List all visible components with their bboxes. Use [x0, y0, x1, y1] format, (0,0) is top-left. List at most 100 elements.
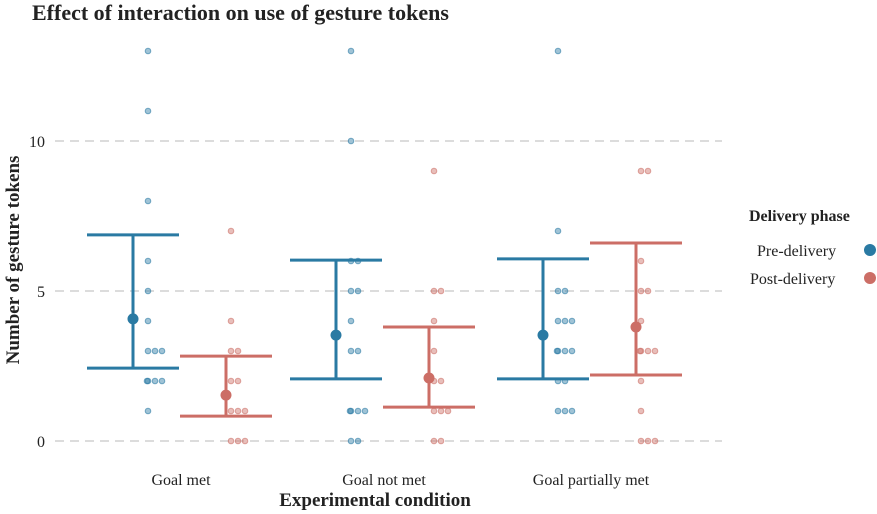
data-point [347, 317, 355, 325]
data-point [568, 347, 576, 355]
data-point [151, 347, 159, 355]
data-point [430, 287, 438, 295]
data-point [637, 257, 645, 265]
data-point [143, 377, 151, 385]
data-point [637, 437, 645, 445]
x-tick-label: Goal not met [342, 472, 426, 489]
data-point [561, 347, 569, 355]
legend-label-pre: Pre-delivery [757, 243, 836, 260]
data-point [144, 287, 152, 295]
y-axis: 0 5 10 [29, 134, 45, 451]
legend-title: Delivery phase [749, 208, 850, 225]
data-point [430, 407, 438, 415]
data-point [437, 287, 445, 295]
data-point [561, 317, 569, 325]
data-point [227, 227, 235, 235]
data-point [644, 347, 652, 355]
data-point [637, 377, 645, 385]
data-point [241, 407, 249, 415]
plot-area [87, 47, 682, 445]
mean-point [537, 329, 549, 341]
data-point [430, 347, 438, 355]
data-point [227, 377, 235, 385]
data-point [444, 407, 452, 415]
data-point [234, 407, 242, 415]
data-point [158, 347, 166, 355]
data-point [144, 257, 152, 265]
data-point [644, 437, 652, 445]
data-point [144, 107, 152, 115]
data-point [227, 347, 235, 355]
data-point [437, 377, 445, 385]
legend-label-post: Post-delivery [750, 271, 835, 288]
gridlines [55, 140, 722, 442]
data-point [347, 287, 355, 295]
data-point [234, 437, 242, 445]
data-point [354, 287, 362, 295]
chart-title: Effect of interaction on use of gesture … [32, 0, 449, 25]
data-point [430, 437, 438, 445]
data-point [144, 197, 152, 205]
legend: Delivery phase Pre-delivery Post-deliver… [749, 208, 876, 288]
data-point [637, 287, 645, 295]
data-point [561, 287, 569, 295]
data-point [554, 287, 562, 295]
data-point [651, 347, 659, 355]
x-axis-label: Experimental condition [279, 490, 471, 511]
data-point [637, 167, 645, 175]
data-point [144, 347, 152, 355]
data-point [554, 407, 562, 415]
data-point [636, 347, 644, 355]
data-point [144, 317, 152, 325]
data-point [430, 317, 438, 325]
x-tick-label: Goal partially met [533, 472, 650, 489]
mean-point [423, 372, 435, 384]
data-point [361, 407, 369, 415]
data-point [651, 437, 659, 445]
data-point [437, 407, 445, 415]
data-point [554, 317, 562, 325]
data-point [144, 407, 152, 415]
data-point [553, 347, 561, 355]
y-tick-label: 0 [37, 434, 45, 451]
data-point [637, 317, 645, 325]
data-point [347, 437, 355, 445]
data-point [354, 437, 362, 445]
mean-point [127, 313, 139, 325]
data-point [227, 437, 235, 445]
data-point [241, 437, 249, 445]
y-tick-label: 5 [37, 284, 45, 301]
data-point [151, 377, 159, 385]
data-point [554, 227, 562, 235]
y-axis-label: Number of gesture tokens [3, 156, 24, 365]
data-point [568, 407, 576, 415]
data-point [227, 407, 235, 415]
data-point [554, 47, 562, 55]
y-tick-label: 10 [29, 134, 45, 151]
data-point [347, 47, 355, 55]
data-point [234, 377, 242, 385]
data-point [637, 407, 645, 415]
mean-point [630, 321, 642, 333]
legend-swatch-pre [864, 244, 876, 256]
data-point [644, 287, 652, 295]
data-point [347, 347, 355, 355]
data-point [354, 407, 362, 415]
data-point [346, 407, 354, 415]
data-point [644, 167, 652, 175]
legend-swatch-post [864, 272, 876, 284]
data-point [158, 377, 166, 385]
data-point [227, 317, 235, 325]
data-point [347, 137, 355, 145]
data-point [430, 167, 438, 175]
data-point [354, 347, 362, 355]
data-point [568, 317, 576, 325]
data-point [561, 407, 569, 415]
data-point [234, 347, 242, 355]
mean-point [330, 329, 342, 341]
data-point [144, 47, 152, 55]
data-point [437, 437, 445, 445]
x-tick-label: Goal met [151, 472, 211, 489]
x-axis: Goal met Goal not met Goal partially met [151, 472, 649, 489]
